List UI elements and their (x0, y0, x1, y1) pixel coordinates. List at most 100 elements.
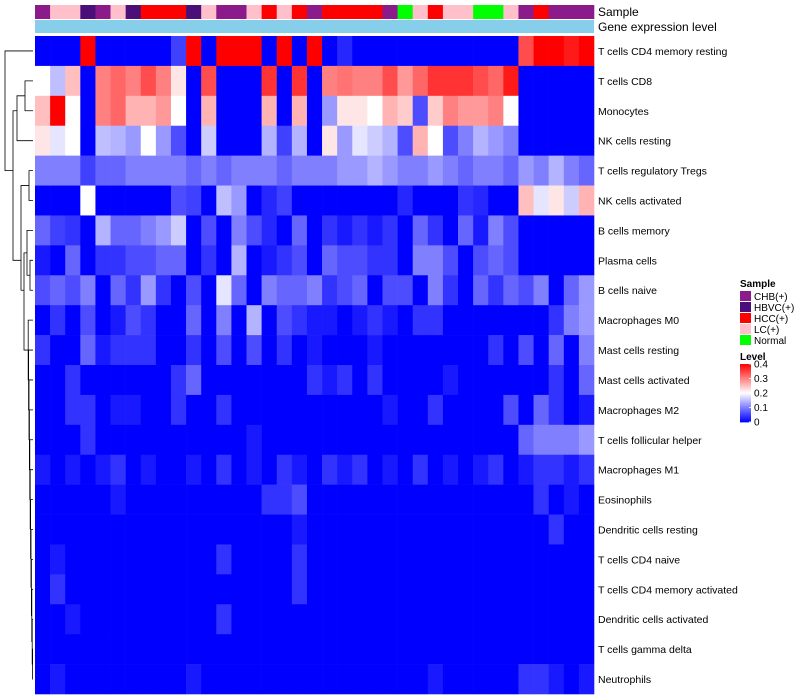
heatmap-cell (155, 664, 172, 695)
heatmap-cell (397, 604, 414, 635)
heatmap-cell (518, 394, 534, 426)
level-colorbar-segment (740, 416, 751, 419)
row-label: T cells CD4 naive (598, 554, 680, 566)
heatmap-cell (488, 185, 504, 216)
heatmap-cell (110, 634, 126, 665)
heatmap-cell (231, 604, 247, 635)
heatmap-cell (367, 604, 383, 635)
heatmap-cell (65, 95, 81, 127)
heatmap-cell (352, 544, 368, 575)
heatmap-cell (382, 95, 398, 127)
heatmap-cell (548, 215, 565, 246)
heatmap-cell (155, 185, 172, 216)
heatmap-cell (488, 574, 504, 605)
heatmap-cell (65, 65, 81, 97)
heatmap-cell (412, 95, 429, 127)
heatmap-cell (442, 65, 459, 97)
heatmap-cell (427, 424, 444, 456)
heatmap-cell (503, 275, 519, 306)
heatmap-cell (186, 664, 202, 695)
heatmap-cell (352, 424, 368, 456)
heatmap-cell (216, 125, 232, 156)
heatmap-cell (80, 604, 96, 635)
heatmap-cell (322, 544, 338, 575)
heatmap-cell (186, 185, 202, 216)
heatmap-cell (65, 394, 81, 426)
sample-annotation-cell (337, 5, 353, 19)
heatmap-cell (322, 185, 338, 216)
sample-annotation-cell (95, 5, 111, 19)
heatmap-cell (382, 155, 398, 186)
heatmap-cell (261, 275, 278, 306)
heatmap-cell (412, 634, 429, 665)
heatmap-cell (80, 65, 96, 97)
heatmap-cell (231, 36, 247, 67)
heatmap-cell (337, 275, 353, 306)
heatmap-cell (412, 155, 429, 186)
heatmap-cell (246, 305, 262, 336)
heatmap-cell (352, 245, 368, 276)
heatmap-cell (337, 454, 353, 485)
heatmap-cell (35, 574, 51, 605)
heatmap-cell (95, 634, 111, 665)
heatmap-cell (337, 335, 353, 366)
heatmap-cell (140, 454, 157, 485)
heatmap-cell (442, 514, 459, 545)
heatmap-cell (276, 664, 293, 695)
heatmap-cell (533, 95, 549, 127)
legend-swatch (740, 335, 751, 345)
row-label: Macrophages M0 (598, 315, 679, 327)
heatmap-cell (473, 454, 489, 485)
heatmap-cell (322, 484, 338, 515)
heatmap-cell (397, 634, 414, 665)
heatmap-cell (261, 215, 278, 246)
heatmap-cell (155, 95, 172, 127)
heatmap-cell (95, 664, 111, 695)
heatmap-cell (95, 155, 111, 186)
heatmap-cell (155, 245, 172, 276)
heatmap-cell (458, 365, 474, 396)
sample-annotation-cell (50, 5, 66, 19)
heatmap-cell (80, 424, 96, 456)
heatmap-cell (170, 335, 187, 366)
heatmap-cell (216, 544, 232, 575)
heatmap-cell (578, 335, 595, 366)
heatmap-cell (246, 275, 262, 306)
heatmap-cell (518, 484, 534, 515)
heatmap-cell (170, 454, 187, 485)
heatmap-cell (65, 484, 81, 515)
level-colorbar-segment (740, 397, 751, 400)
heatmap-cell (382, 394, 398, 426)
heatmap-cell (186, 394, 202, 426)
heatmap-cell (261, 335, 278, 366)
sample-annotation-cell (306, 5, 323, 19)
heatmap-cell (427, 394, 444, 426)
heatmap-cell (458, 335, 474, 366)
heatmap-cell (412, 454, 429, 485)
heatmap-cell (231, 394, 247, 426)
heatmap-cell (473, 125, 489, 156)
heatmap-cell (216, 574, 232, 605)
heatmap-cell (382, 36, 398, 67)
heatmap-cell (518, 365, 534, 396)
legend-label: LC(+) (754, 325, 779, 336)
heatmap-cell (382, 365, 398, 396)
heatmap-cell (276, 65, 293, 97)
heatmap-cell (246, 215, 262, 246)
heatmap-cell (276, 245, 293, 276)
heatmap-cell (65, 454, 81, 485)
heatmap-cell (125, 424, 142, 456)
heatmap-cell (503, 65, 519, 97)
heatmap-cell (170, 275, 187, 306)
level-colorbar-segment (740, 369, 751, 372)
sample-annotation-cell (503, 5, 519, 19)
heatmap-cell (231, 305, 247, 336)
heatmap-cell (412, 275, 429, 306)
heatmap-cell (367, 36, 383, 67)
heatmap-cell (442, 424, 459, 456)
heatmap-cell (170, 245, 187, 276)
heatmap-cell (170, 65, 187, 97)
heatmap-cell (352, 65, 368, 97)
heatmap-cell (518, 634, 534, 665)
heatmap-cell (155, 365, 172, 396)
